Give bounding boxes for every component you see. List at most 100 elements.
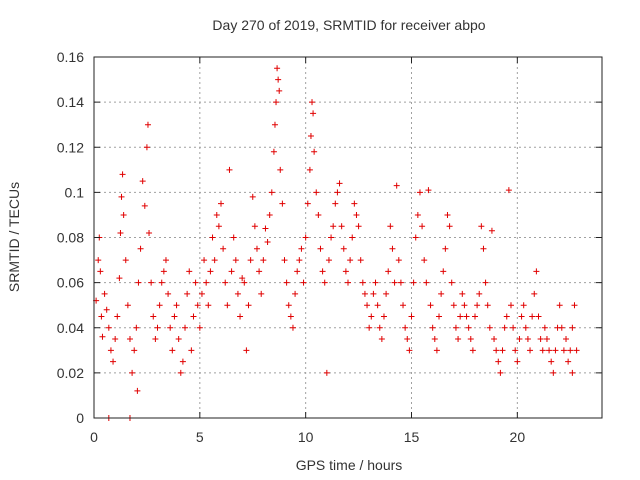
x-tick-label: 10: [298, 429, 314, 445]
data-point: [283, 279, 290, 286]
data-point: [169, 347, 176, 354]
data-point: [543, 336, 550, 343]
data-point: [328, 234, 335, 241]
data-point: [510, 324, 517, 331]
data-point: [126, 336, 133, 343]
data-point: [378, 336, 385, 343]
y-tick-label: 0.16: [57, 49, 84, 65]
data-point: [537, 336, 544, 343]
data-point: [270, 148, 277, 155]
data-point: [268, 189, 275, 196]
data-point: [239, 275, 246, 282]
axis-ticks: 0 5 10 15 20 0 0.02 0.04 0.06 0.08 0.1 0.12 0.14 0.16: [57, 49, 602, 445]
data-point: [529, 313, 536, 320]
data-point: [117, 229, 124, 236]
y-tick-label: 0.12: [57, 139, 84, 155]
data-point: [296, 257, 303, 264]
data-point: [275, 76, 282, 83]
data-point: [306, 166, 313, 173]
data-point: [516, 336, 523, 343]
data-point: [241, 279, 248, 286]
data-point: [353, 211, 360, 218]
data-point: [150, 313, 157, 320]
data-point: [573, 347, 580, 354]
data-point: [412, 234, 419, 241]
data-point: [342, 268, 349, 275]
data-point: [154, 324, 161, 331]
x-tick-label: 20: [510, 429, 526, 445]
data-point: [118, 193, 125, 200]
data-point: [560, 347, 567, 354]
data-point: [319, 268, 326, 275]
data-point: [425, 187, 432, 194]
data-point: [135, 279, 142, 286]
y-tick-label: 0.02: [57, 365, 84, 381]
x-tick-label: 5: [196, 429, 204, 445]
data-point: [438, 290, 445, 297]
data-point: [101, 290, 108, 297]
data-point: [444, 211, 451, 218]
data-point: [552, 347, 559, 354]
data-point: [518, 313, 525, 320]
data-point: [300, 279, 307, 286]
data-point: [402, 324, 409, 331]
data-point: [98, 313, 105, 320]
y-tick-label: 0.04: [57, 320, 84, 336]
data-point: [406, 347, 413, 354]
data-point: [251, 223, 258, 230]
data-point: [389, 245, 396, 252]
data-point: [452, 324, 459, 331]
data-point: [110, 358, 117, 365]
data-point: [400, 302, 407, 309]
data-point: [287, 313, 294, 320]
data-point: [469, 347, 476, 354]
data-point: [522, 324, 529, 331]
data-point: [507, 302, 514, 309]
data-point: [535, 313, 542, 320]
data-point: [404, 336, 411, 343]
data-point: [124, 302, 131, 309]
data-point: [440, 268, 447, 275]
data-point: [285, 302, 292, 309]
data-point: [198, 290, 205, 297]
data-point: [423, 279, 430, 286]
data-point: [503, 313, 510, 320]
data-point: [292, 290, 299, 297]
data-point: [368, 313, 375, 320]
data-point: [119, 171, 126, 178]
data-point: [349, 234, 356, 241]
data-point: [260, 257, 267, 264]
data-point: [160, 268, 167, 275]
data-point: [317, 245, 324, 252]
data-point: [391, 279, 398, 286]
data-point: [531, 290, 538, 297]
data-point: [144, 121, 151, 128]
data-point: [455, 336, 462, 343]
data-point: [120, 211, 127, 218]
data-point: [450, 302, 457, 309]
data-point: [330, 223, 337, 230]
data-point: [156, 302, 163, 309]
y-tick-label: 0.06: [57, 275, 84, 291]
data-point: [307, 132, 314, 139]
data-point: [167, 324, 174, 331]
data-point: [550, 369, 557, 376]
data-point: [380, 313, 387, 320]
data-point: [419, 223, 426, 230]
data-point: [347, 257, 354, 264]
data-point: [361, 290, 368, 297]
data-point: [472, 313, 478, 320]
data-point: [393, 182, 400, 189]
data-point: [446, 223, 453, 230]
data-point: [383, 290, 390, 297]
data-point: [332, 200, 339, 207]
data-point: [427, 302, 434, 309]
data-point: [372, 279, 379, 286]
data-point: [336, 180, 343, 187]
y-tick-label: 0.1: [65, 184, 85, 200]
data-point: [253, 245, 260, 252]
data-point: [220, 245, 227, 252]
data-point: [421, 257, 428, 264]
data-point: [461, 302, 468, 309]
data-point: [179, 358, 186, 365]
